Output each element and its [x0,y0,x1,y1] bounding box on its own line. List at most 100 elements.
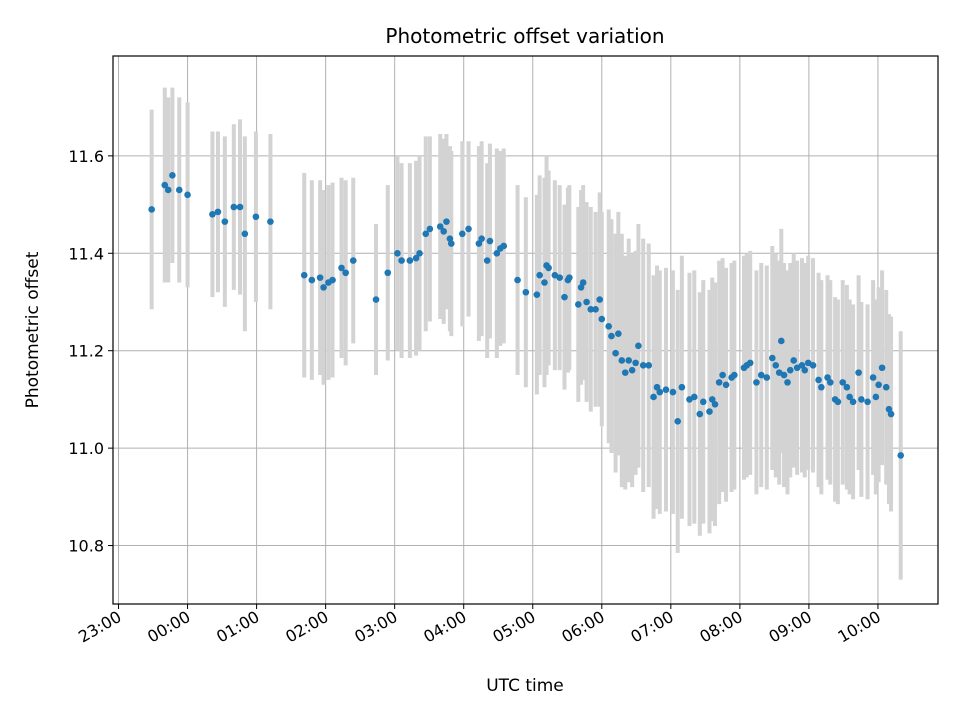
data-point [801,366,809,374]
data-point [632,359,639,367]
data-point [533,291,541,298]
data-point [864,398,871,406]
data-point [834,398,842,406]
data-point [483,257,491,264]
data-point [869,374,877,381]
data-point [349,257,357,264]
data-point [164,186,172,194]
data-point [394,249,401,257]
chart-title: Photometric offset variation [385,24,664,48]
data-point [678,383,686,391]
data-point [500,242,508,250]
data-point [426,225,434,233]
data-point [855,369,862,376]
data-point [746,359,754,367]
data-point [575,301,582,308]
data-point [798,362,806,369]
data-point [628,366,636,374]
data-point [493,249,501,257]
data-point [711,400,719,408]
data-point [690,393,698,401]
data-point [443,218,450,225]
data-point [858,396,865,403]
data-point [422,230,430,238]
data-point [887,410,895,418]
data-point [827,379,834,386]
data-point [882,383,890,391]
data-point [618,357,626,364]
data-point [300,271,308,279]
data-point [662,386,670,393]
data-point [209,211,216,218]
data-point [612,349,619,357]
data-point [556,274,563,281]
data-point [267,218,274,225]
data-point [230,203,238,211]
data-point [478,235,485,242]
data-point [731,371,738,379]
data-point [790,357,798,364]
data-point [475,240,483,247]
data-point [784,379,791,386]
data-point [757,371,765,379]
y-axis-label: Photometric offset [23,251,43,408]
data-point [897,452,905,459]
data-point [583,298,590,306]
data-point [416,249,423,257]
data-point [175,186,183,194]
data-point [815,376,822,384]
data-point [522,288,530,296]
data-point [846,393,853,401]
data-point [184,191,191,199]
data-point [372,296,380,303]
data-point [447,240,455,247]
data-point [696,410,704,418]
data-point [587,305,595,313]
data-point [706,408,713,415]
data-point [669,388,677,396]
data-point [459,230,466,238]
plot-area-frame [112,55,939,605]
data-point [241,230,249,238]
data-point [818,383,825,391]
data-point [625,357,633,364]
data-point [221,218,229,225]
data-point [342,269,349,277]
data-point [635,342,642,350]
data-point [592,305,599,313]
data-point [579,279,587,286]
data-point [653,383,661,391]
data-point [621,369,629,376]
data-point [719,371,726,379]
data-point [809,362,817,369]
data-point [722,381,730,389]
data-point [536,271,543,279]
data-point [839,379,847,386]
data-point [161,181,169,189]
data-point [777,337,785,345]
data-point [708,396,716,403]
data-point [514,276,521,284]
data-point [656,388,664,396]
data-point [650,393,657,401]
y-tick-label: 11.6 [68,147,104,166]
data-point [699,398,707,406]
data-point [608,332,615,340]
data-point [769,354,776,362]
data-point [406,257,414,264]
data-point [645,362,653,369]
y-tick-label: 11.0 [68,439,104,458]
data-point [824,374,831,381]
data-point [320,284,327,291]
data-point [598,315,606,323]
data-point [772,362,780,369]
y-tick-label: 10.8 [68,537,104,556]
data-point [715,379,723,386]
data-point [674,418,682,425]
data-point [566,274,573,281]
data-point [872,393,880,401]
data-point [639,362,647,369]
data-point [843,383,851,391]
